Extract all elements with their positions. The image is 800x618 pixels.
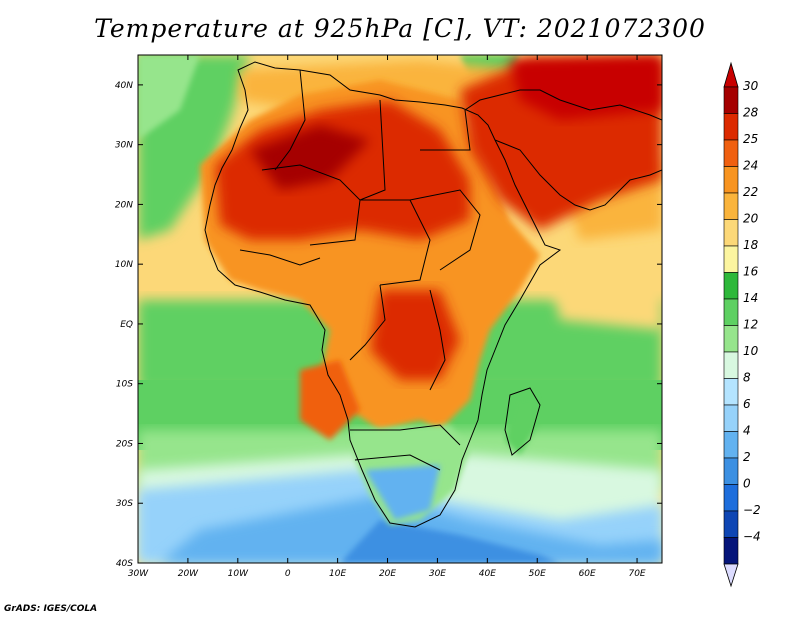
colorbar-swatch [723, 484, 739, 512]
colorbar-swatch [723, 86, 739, 114]
colorbar-label: 18 [743, 238, 759, 252]
lat-tick-label: 10S [116, 380, 133, 390]
colorbar-label: 30 [743, 79, 759, 93]
colorbar-swatch [723, 351, 739, 379]
colorbar-label: −2 [743, 503, 761, 517]
lat-tick-label: 20N [115, 200, 133, 210]
colorbar-swatch [723, 404, 739, 432]
colorbar-label: 16 [743, 265, 759, 279]
lon-tick-label: 10E [329, 569, 346, 579]
colorbar-label: 12 [743, 318, 758, 332]
lon-tick-label: 40E [479, 569, 496, 579]
lat-tick-label: 10N [115, 260, 133, 270]
colorbar-swatch [723, 219, 739, 247]
coastlines [204, 61, 662, 528]
grads-credit: GrADS: IGES/COLA [4, 604, 98, 614]
colorbar-label: 0 [743, 477, 751, 491]
colorbar-swatch [723, 431, 739, 459]
lat-tick-label: 20S [116, 439, 133, 449]
map-title: Temperature at 925hPa [C], VT: 202107230… [94, 14, 706, 43]
map-frame [137, 54, 663, 564]
colorbar-swatch [723, 457, 739, 485]
colorbar-label: 2 [743, 450, 751, 464]
colorbar-label: 28 [743, 106, 759, 120]
colorbar-label: 8 [743, 371, 751, 385]
lat-tick-label: 30N [115, 141, 133, 151]
lon-tick-label: 30W [128, 569, 149, 579]
lon-tick-label: 30E [429, 569, 446, 579]
colorbar-swatch [723, 325, 739, 353]
colorbar-label: −4 [743, 530, 761, 544]
colorbar-label: 22 [743, 185, 758, 199]
colorbar-label: 6 [743, 397, 751, 411]
colorbar-swatch [723, 139, 739, 167]
lat-tick-label: 30S [116, 499, 133, 509]
colorbar-swatch [723, 510, 739, 538]
colorbar-swatch [723, 113, 739, 141]
colorbar-swatch [723, 192, 739, 220]
lon-tick-label: 0 [285, 569, 291, 579]
lat-tick-label: EQ [120, 320, 133, 330]
colorbar-swatch [723, 245, 739, 273]
colorbar-swatch [723, 298, 739, 326]
lat-tick-label: 40S [116, 559, 133, 569]
colorbar-swatch [723, 272, 739, 300]
colorbar-bottom-arrow [723, 563, 739, 588]
colorbar-label: 10 [743, 344, 759, 358]
lat-tick-label: 40N [115, 81, 133, 91]
colorbar-label: 4 [743, 424, 751, 438]
colorbar-swatch [723, 537, 739, 565]
lon-tick-label: 20E [379, 569, 396, 579]
lon-tick-label: 20W [178, 569, 199, 579]
lon-tick-label: 50E [529, 569, 546, 579]
lon-tick-label: 70E [628, 569, 645, 579]
colorbar-label: 20 [743, 212, 759, 226]
colorbar-label: 24 [743, 159, 758, 173]
colorbar-swatch [723, 166, 739, 194]
axis-ticks: 30W 20W 10W 0 10E 20E 30E 40E 50E 60E 70E 40N 30N 20N… [115, 55, 662, 579]
colorbar-top-arrow [723, 61, 739, 88]
lon-tick-label: 10W [228, 569, 249, 579]
lon-tick-label: 60E [579, 569, 596, 579]
colorbar-swatch [723, 378, 739, 406]
colorbar-label: 25 [743, 132, 758, 146]
temperature-field [138, 55, 662, 563]
colorbar-label: 14 [743, 291, 758, 305]
